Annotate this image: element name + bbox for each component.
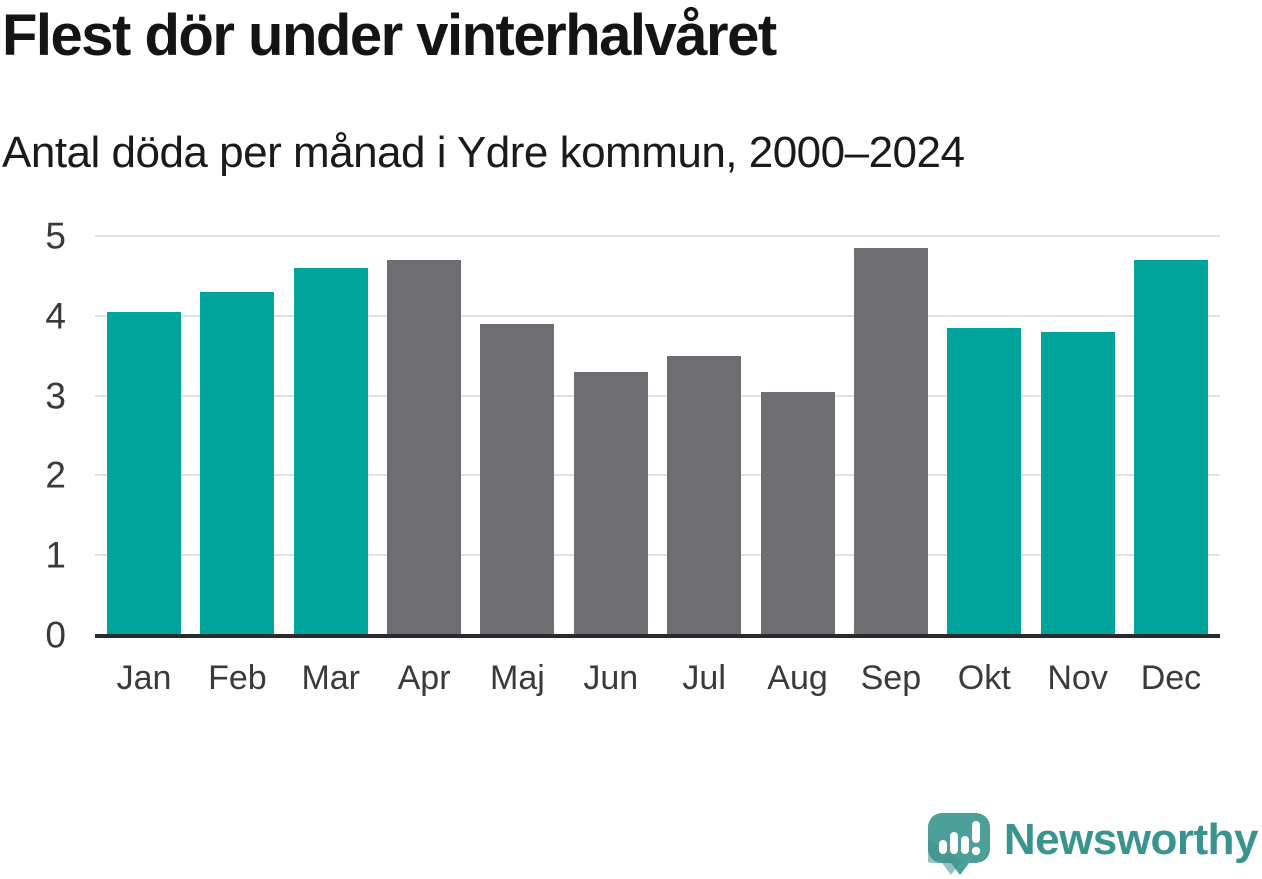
x-tick-label-okt: Okt [957,659,1011,697]
x-tick-label-aug: Aug [767,659,828,697]
x-tick-label-dec: Dec [1140,659,1202,697]
bar-aug [760,391,835,635]
bars-container [95,236,1220,635]
x-tick-label-nov: Nov [1047,659,1108,697]
x-tick-label-jun: Jun [583,659,639,697]
bar-feb [200,291,275,635]
x-axis: Jan Feb Mar Apr Maj Jun Jul Aug Sep Okt Nov Dec [95,659,1220,698]
x-tick-label-feb: Feb [208,659,267,697]
brand-logo: Newsworthy [918,813,1259,875]
gridline-y2 [95,474,1220,477]
bar-mar [293,267,368,635]
bar-chart [95,235,1220,638]
y-tick-label-1: 1 [45,534,66,576]
gridline-y5 [95,235,1220,237]
bar-nov [1040,331,1115,635]
y-tick-label-2: 2 [45,454,66,496]
gridline-y1 [95,554,1220,557]
bar-jun [573,371,648,635]
y-tick-label-3: 3 [45,375,66,417]
page-title: Flest dör under vinterhalvåret [2,3,777,68]
gridline-y4 [95,314,1220,317]
bar-apr [387,259,462,635]
brand-name: Newsworthy [1003,815,1259,864]
gridline-y3 [95,394,1220,397]
newsworthy-logo-icon [918,813,990,875]
y-axis: 0 1 2 3 4 5 [0,218,66,654]
x-tick-label-mar: Mar [301,659,360,697]
bar-jan [107,311,181,635]
x-tick-label-sep: Sep [860,659,922,697]
y-tick-label-0: 0 [45,614,66,656]
x-tick-label-jul: Jul [682,659,726,697]
x-tick-label-apr: Apr [397,659,451,697]
x-tick-label-maj: Maj [490,659,545,697]
y-tick-label-4: 4 [45,295,66,337]
bar-sep [853,247,928,635]
bar-maj [480,323,555,635]
bar-dec [1133,259,1208,635]
bar-jul [667,355,742,635]
x-tick-label-jan: Jan [116,659,172,697]
y-tick-label-5: 5 [45,215,66,257]
page-subtitle: Antal döda per månad i Ydre kommun, 2000… [2,128,965,177]
bar-okt [947,327,1022,635]
x-axis-line [95,634,1220,638]
